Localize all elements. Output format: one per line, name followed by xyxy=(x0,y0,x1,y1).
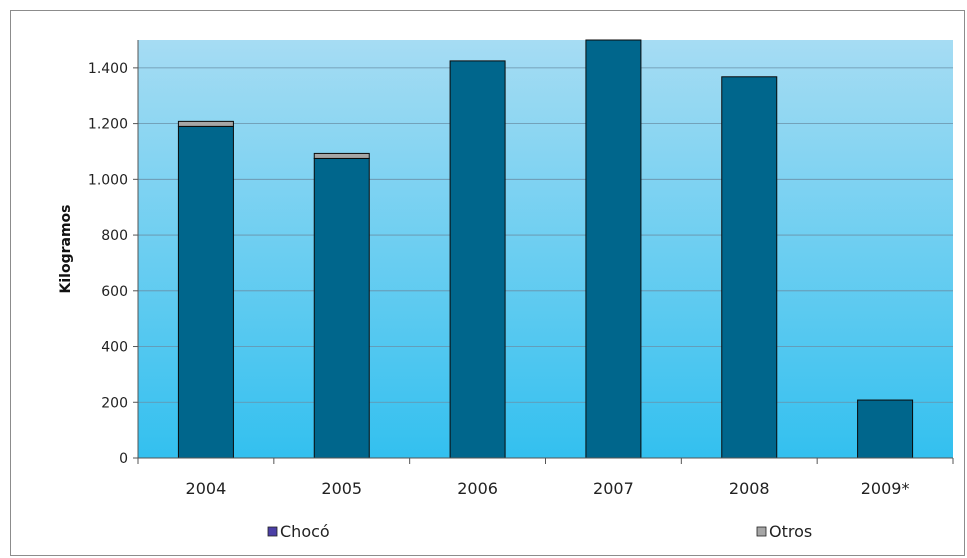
bar-choco xyxy=(177,125,234,459)
axes xyxy=(133,40,954,464)
legend-swatch xyxy=(267,526,278,537)
y-tick-label: 400 xyxy=(101,340,128,356)
bar-otros xyxy=(313,152,370,159)
y-tick-label: 600 xyxy=(101,284,128,300)
y-tick-label: 200 xyxy=(101,395,128,411)
x-tick-label: 2004 xyxy=(186,479,227,498)
y-tick-label: 800 xyxy=(101,228,128,244)
labels: 0 200 400 600 800 1.000 1.200 1.400 2004 2005 2006… xyxy=(88,61,910,498)
plot-background xyxy=(138,40,953,458)
bars xyxy=(177,39,914,459)
y-tick-label: 0 xyxy=(119,451,128,467)
y-tick-label: 1.000 xyxy=(88,172,128,188)
bar-choco xyxy=(857,399,914,459)
bar-otros xyxy=(177,120,234,127)
y-tick-label: 1.400 xyxy=(88,61,128,77)
bar-choco xyxy=(721,76,778,459)
x-tick-label: 2006 xyxy=(457,479,498,498)
y-tick-label: 1.200 xyxy=(88,117,128,133)
y-axis-title: Kilogramos xyxy=(58,205,74,294)
gridlines xyxy=(138,67,953,403)
legend-label: Otros xyxy=(769,522,812,541)
x-tick-label: 2005 xyxy=(321,479,362,498)
legend-label: Chocó xyxy=(280,522,330,541)
x-tick-label: 2008 xyxy=(729,479,770,498)
x-tick-label: 2007 xyxy=(593,479,634,498)
bar-choco xyxy=(449,60,506,459)
legend-swatch xyxy=(756,526,767,537)
bar-choco xyxy=(313,157,370,459)
bar-choco xyxy=(585,39,642,459)
legend: Chocó Otros xyxy=(267,522,812,541)
x-tick-label: 2009* xyxy=(861,479,910,498)
